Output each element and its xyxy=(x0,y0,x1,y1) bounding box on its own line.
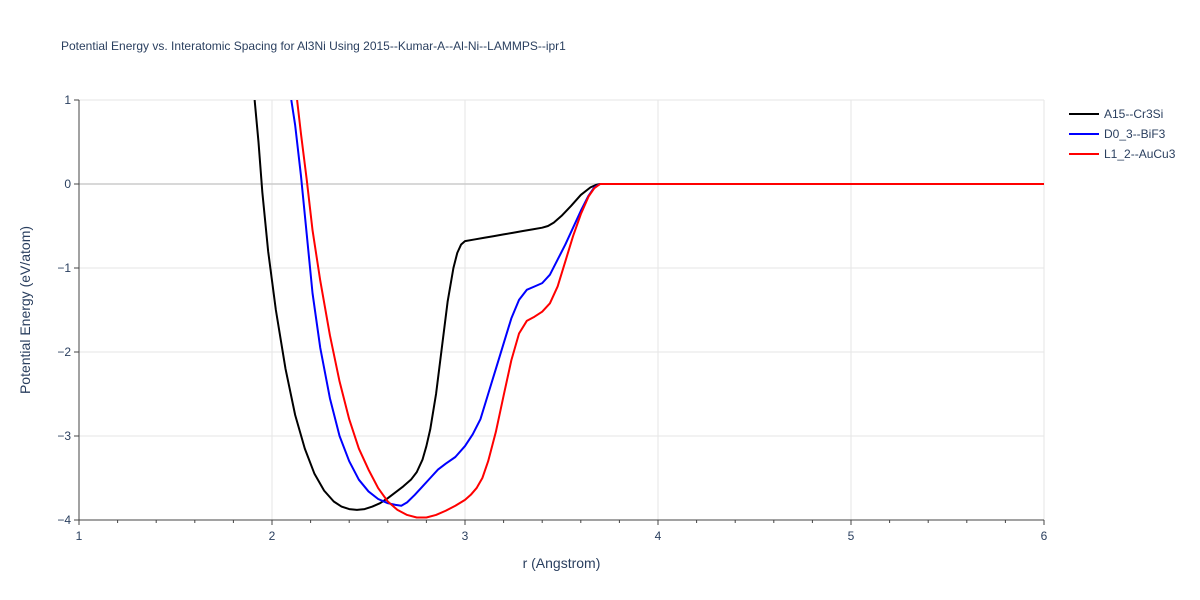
y-tick-label: −3 xyxy=(57,429,71,443)
y-tick-label: −2 xyxy=(57,345,71,359)
x-tick-label: 1 xyxy=(76,529,83,543)
y-tick-label: −1 xyxy=(57,261,71,275)
legend-item-3[interactable]: L1_2--AuCu3 xyxy=(1069,147,1176,161)
x-tick-label: 5 xyxy=(848,529,855,543)
legend-label: L1_2--AuCu3 xyxy=(1104,147,1176,161)
y-tick-label: −4 xyxy=(57,513,71,527)
axes xyxy=(74,99,1045,525)
legend[interactable]: A15--Cr3Si D0_3--BiF3 L1_2--AuCu3 xyxy=(1069,107,1176,161)
x-tick-label: 2 xyxy=(269,529,276,543)
tick-labels: 1 2 3 4 5 6 −4 −3 −2 −1 0 1 xyxy=(57,93,1047,543)
legend-item-2[interactable]: D0_3--BiF3 xyxy=(1069,127,1166,141)
x-axis-title: r (Angstrom) xyxy=(523,555,601,571)
series-line-1[interactable] xyxy=(253,100,1044,511)
grid xyxy=(79,99,1045,520)
x-tick-label: 3 xyxy=(462,529,469,543)
y-axis-title: Potential Energy (eV/atom) xyxy=(17,226,33,394)
chart-title: Potential Energy vs. Interatomic Spacing… xyxy=(61,39,566,53)
series-line-2[interactable] xyxy=(290,100,1044,507)
x-tick-label: 6 xyxy=(1041,529,1048,543)
x-tick-label: 4 xyxy=(655,529,662,543)
y-tick-label: 1 xyxy=(64,93,71,107)
legend-item-1[interactable]: A15--Cr3Si xyxy=(1069,107,1163,121)
series-group xyxy=(253,100,1044,519)
y-tick-label: 0 xyxy=(64,177,71,191)
legend-label: D0_3--BiF3 xyxy=(1104,127,1166,141)
series-line-3[interactable] xyxy=(296,100,1044,519)
legend-label: A15--Cr3Si xyxy=(1104,107,1163,121)
